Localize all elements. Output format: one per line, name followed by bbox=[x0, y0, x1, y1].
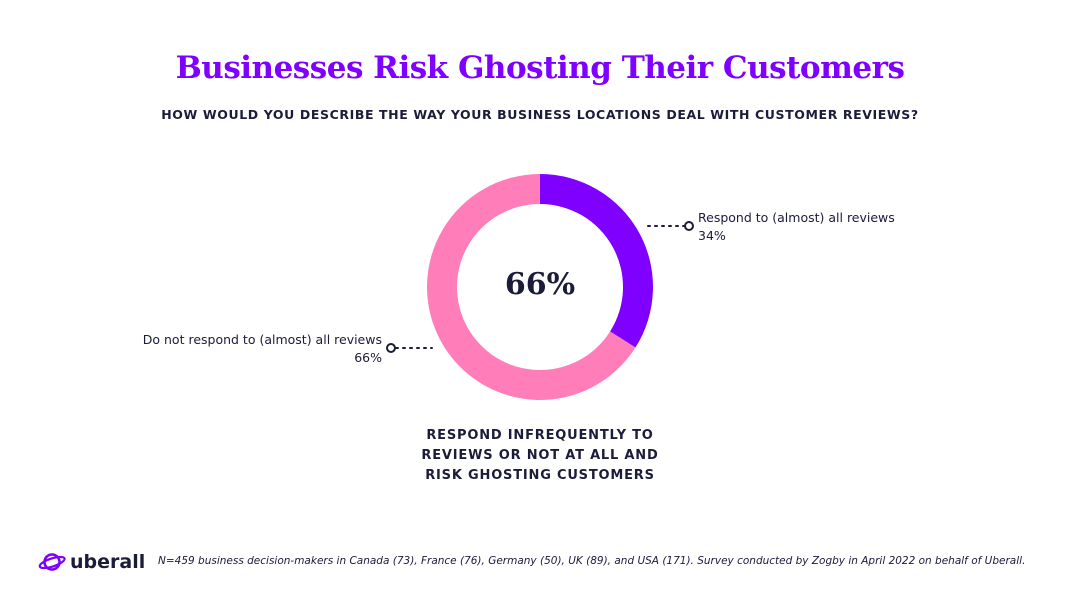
chart-annotation: RESPOND INFREQUENTLY TO REVIEWS OR NOT A… bbox=[400, 426, 680, 486]
legend-label-not-respond: Do not respond to (almost) all reviews bbox=[143, 332, 382, 347]
legend-respond: Respond to (almost) all reviews 34% bbox=[647, 210, 895, 243]
chart-title: Businesses Risk Ghosting Their Customers bbox=[175, 50, 905, 86]
legend-not-respond: Do not respond to (almost) all reviews 6… bbox=[143, 332, 433, 365]
uberall-logo: uberall bbox=[38, 550, 145, 574]
chart-subtitle: HOW WOULD YOU DESCRIBE THE WAY YOUR BUSI… bbox=[161, 107, 919, 122]
annotation-line: RESPOND INFREQUENTLY TO bbox=[426, 428, 654, 443]
slice-respond bbox=[540, 174, 653, 348]
legend-value-not-respond: 66% bbox=[354, 350, 382, 365]
planet-icon bbox=[38, 553, 66, 571]
footnote: N=459 business decision-makers in Canada… bbox=[158, 555, 1026, 567]
logo-text: uberall bbox=[70, 551, 146, 573]
legend-value-respond: 34% bbox=[698, 228, 726, 243]
center-value: 66% bbox=[505, 267, 575, 302]
slice-not-respond bbox=[427, 174, 636, 400]
annotation-line: RISK GHOSTING CUSTOMERS bbox=[425, 468, 655, 483]
legend-label-respond: Respond to (almost) all reviews bbox=[698, 210, 895, 225]
marker-not-respond bbox=[386, 343, 396, 353]
marker-respond bbox=[684, 221, 694, 231]
annotation-line: REVIEWS OR NOT AT ALL AND bbox=[421, 448, 659, 463]
